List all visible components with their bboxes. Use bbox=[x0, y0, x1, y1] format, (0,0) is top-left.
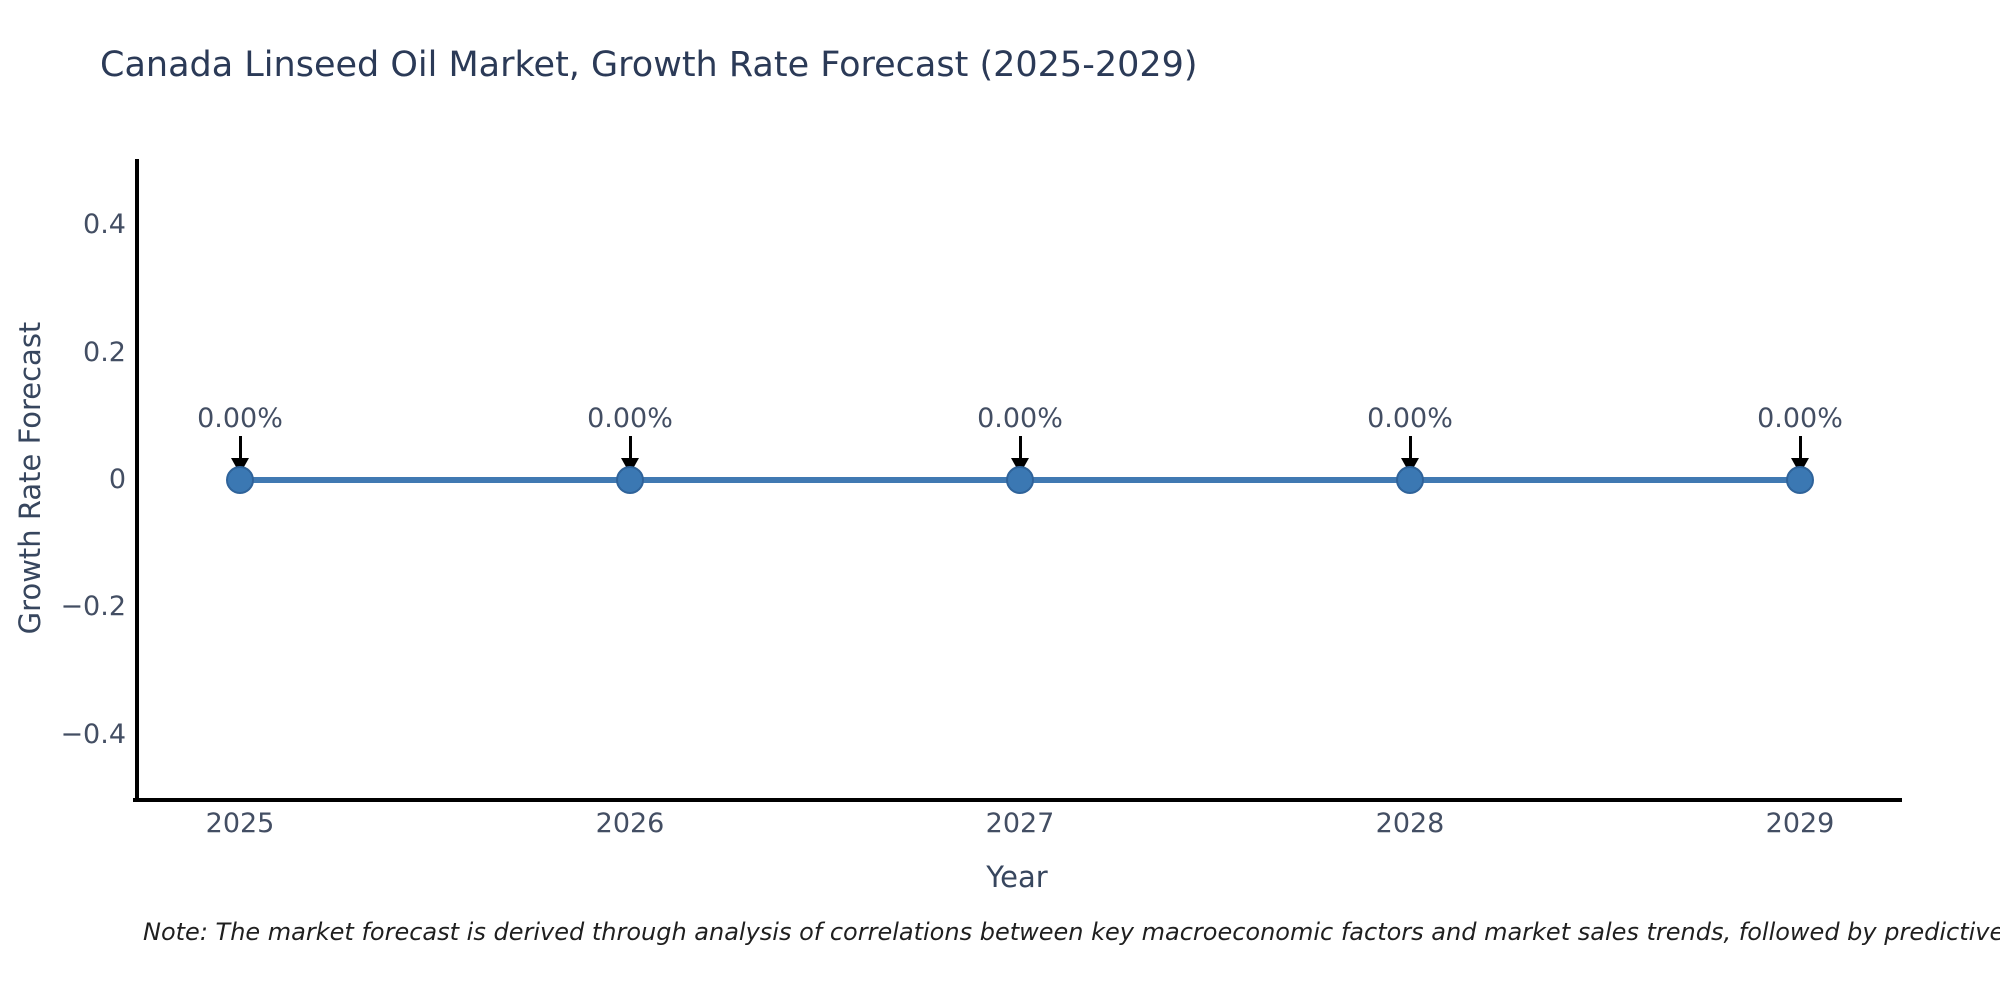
annotation-arrow-stem bbox=[238, 436, 242, 462]
annotation-arrow-stem bbox=[1798, 436, 1802, 462]
data-point-label: 0.00% bbox=[1757, 403, 1843, 434]
annotation-arrow-stem bbox=[1408, 436, 1412, 462]
data-point-marker bbox=[226, 466, 254, 494]
data-point-marker bbox=[616, 466, 644, 494]
annotation-arrow-stem bbox=[628, 436, 632, 462]
data-point-marker bbox=[1006, 466, 1034, 494]
chart-title: Canada Linseed Oil Market, Growth Rate F… bbox=[100, 45, 1198, 85]
footnote: Note: The market forecast is derived thr… bbox=[143, 918, 2000, 946]
x-axis-title: Year bbox=[986, 860, 1048, 894]
y-tick-label: −0.4 bbox=[60, 719, 126, 750]
data-point-label: 0.00% bbox=[587, 403, 673, 434]
y-tick-label: 0.2 bbox=[83, 337, 126, 368]
x-axis-line bbox=[133, 798, 1902, 802]
x-tick-label: 2026 bbox=[595, 808, 665, 839]
x-tick-label: 2025 bbox=[205, 808, 275, 839]
data-point-label: 0.00% bbox=[977, 403, 1063, 434]
y-tick-label: 0.4 bbox=[83, 209, 126, 240]
y-tick-label: 0 bbox=[108, 464, 126, 495]
data-point-label: 0.00% bbox=[1367, 403, 1453, 434]
x-tick-label: 2029 bbox=[1765, 808, 1835, 839]
x-tick-label: 2028 bbox=[1375, 808, 1445, 839]
data-point-marker bbox=[1396, 466, 1424, 494]
y-tick-label: −0.2 bbox=[60, 591, 126, 622]
data-point-label: 0.00% bbox=[197, 403, 283, 434]
y-axis-line bbox=[135, 159, 139, 802]
annotation-arrow-stem bbox=[1018, 436, 1022, 462]
data-point-marker bbox=[1786, 466, 1814, 494]
x-tick-label: 2027 bbox=[985, 808, 1055, 839]
